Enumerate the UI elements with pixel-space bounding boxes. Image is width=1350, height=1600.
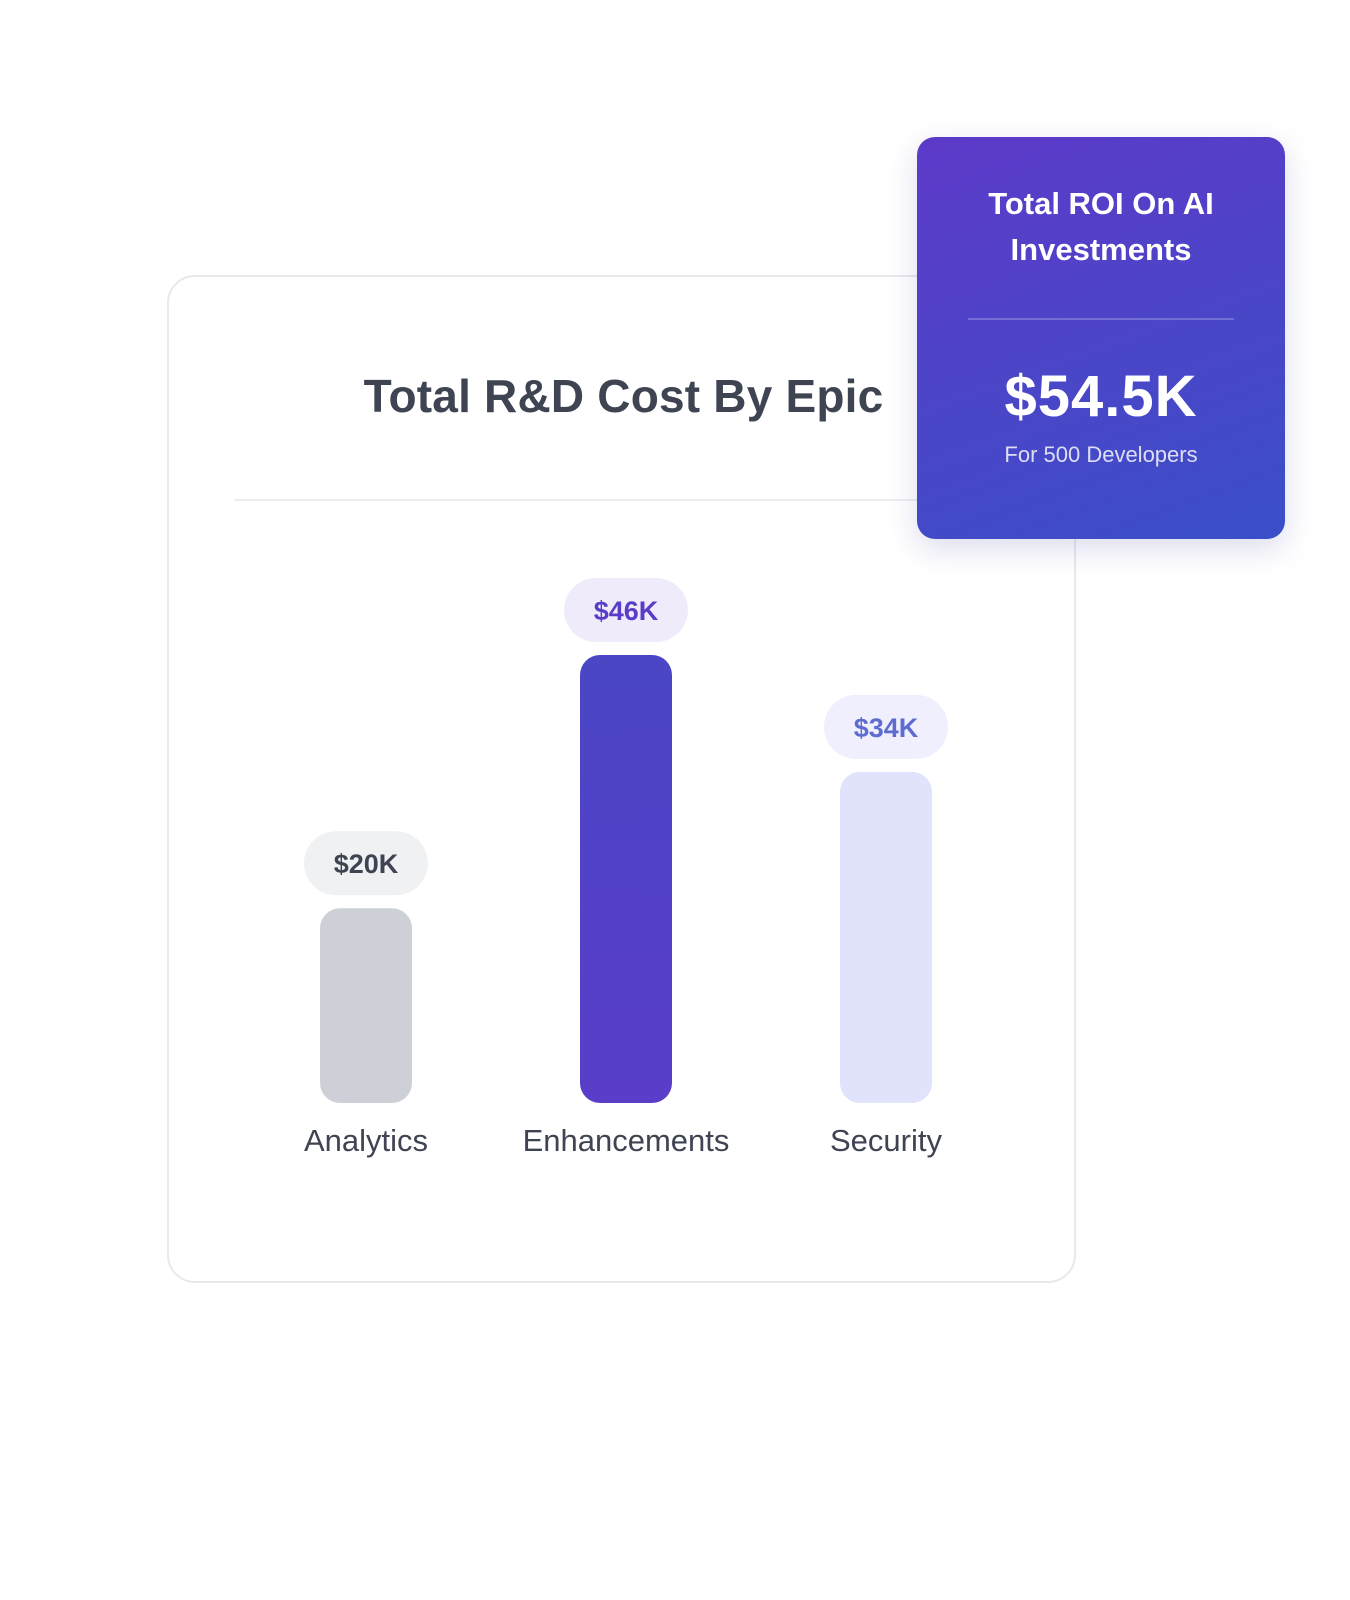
roi-title: Total ROI On AI Investments xyxy=(988,186,1214,267)
chart-title: Total R&D Cost By Epic xyxy=(363,370,884,422)
value-label-security: $34K xyxy=(854,713,919,743)
roi-subtitle: For 500 Developers xyxy=(1004,442,1198,467)
bar-chart: $20K Analytics $46K Enhancements $34K Securit… xyxy=(304,578,948,1158)
roi-value: $54.5K xyxy=(1004,364,1198,429)
value-label-analytics: $20K xyxy=(334,849,399,879)
title-divider xyxy=(234,499,994,501)
bar-enhancements xyxy=(580,655,672,1103)
roi-divider xyxy=(968,318,1234,320)
bar-security xyxy=(840,771,932,1103)
category-label-enhancements: Enhancements xyxy=(523,1123,730,1158)
value-label-enhancements: $46K xyxy=(594,596,659,626)
category-label-analytics: Analytics xyxy=(304,1123,428,1158)
value-chip-analytics xyxy=(304,831,428,896)
bar-analytics xyxy=(320,908,412,1103)
value-chip-enhancements xyxy=(564,578,688,642)
category-label-security: Security xyxy=(830,1123,942,1158)
roi-card: Total ROI On AI Investments $54.5K For 5… xyxy=(917,137,1285,539)
value-chip-security xyxy=(824,694,948,759)
